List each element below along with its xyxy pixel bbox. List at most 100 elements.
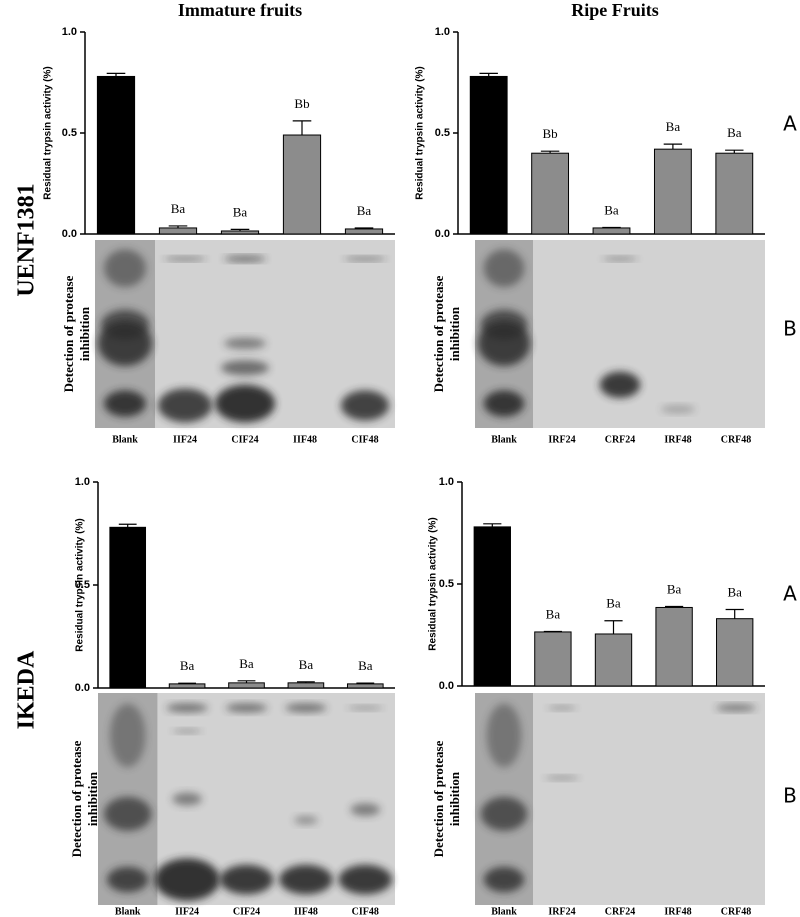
lane-label: Blank [491,906,517,917]
y-tick-label: 1.0 [62,26,77,38]
lane-label: CRF48 [721,434,752,445]
lane-label: IIF24 [173,434,197,445]
lane-label: CRF24 [605,434,636,445]
panel-letter: B [783,784,797,808]
gel-band [98,320,152,366]
bar-annotation: Bb [294,96,309,111]
bar-annotation: Ba [239,656,254,671]
panel-letter: B [783,317,797,341]
gel-band [599,371,641,398]
bar [282,134,322,235]
y-tick-label: 0.5 [62,127,77,139]
y-tick-label: 0.5 [75,579,90,591]
gel-band [154,858,220,901]
y-tick-label: 1.0 [435,26,450,38]
error-bar [540,150,560,154]
bar [287,682,325,689]
y-tick-label: 0.0 [62,228,77,240]
error-bar [665,605,684,608]
gel-band [294,815,318,825]
gel-label: Detection of protease [69,740,84,857]
y-tick-label: 1.0 [75,476,90,488]
gel-label: Detection of protease [431,740,446,857]
lane-label: IRF48 [664,906,691,917]
gel-label: inhibition [77,306,92,361]
error-bar [725,149,744,154]
y-tick-label: 0.0 [435,228,450,240]
y-axis-label: Residual trypsin activity (%) [428,517,439,650]
gel-band [166,703,208,713]
bar [346,683,384,689]
gel-band [602,256,638,261]
bar-annotation: Ba [727,584,742,599]
bar [655,606,693,687]
gel-band [224,337,266,350]
gel-label: Detection of protease [61,275,76,392]
bar [594,633,633,687]
gel-label: Detection of protease [431,275,446,392]
gel-band [483,390,525,417]
bar-annotation: Ba [727,125,742,140]
gel-band [104,249,146,287]
bar [96,75,136,235]
y-axis-label: Residual trypsin activity (%) [415,66,426,199]
lane-label: CRF48 [721,906,752,917]
gel-band [341,390,389,421]
error-bar [237,680,256,683]
gel-label: inhibition [85,771,100,826]
bar [715,152,754,235]
panel-letter: A [783,582,797,606]
bar [469,75,508,235]
bar [473,526,511,687]
bar-annotation: Ba [604,203,619,218]
error-bar [178,682,197,684]
error-bar [663,143,683,150]
gel-band [172,792,202,806]
lane-label: IIF48 [294,906,318,917]
lane-label: IIF24 [175,906,199,917]
lane-label: Blank [115,906,141,917]
y-tick-label: 1.0 [439,476,454,488]
lane-label: CIF24 [233,906,260,917]
bar-annotation: Ba [233,204,248,219]
error-bar [230,228,250,231]
lane-label: CIF48 [351,434,378,445]
error-bar [483,523,502,527]
gel-band [547,705,577,710]
error-bar [356,682,375,684]
gel-band [338,864,393,895]
y-tick-label: 0.5 [439,578,454,590]
bar [220,230,260,235]
column-title: Immature fruits [178,0,302,20]
gel-band [480,796,528,831]
bar-annotation: Ba [666,119,681,134]
gel-band [285,703,327,713]
row-title: IKEDA [14,650,40,729]
column-title: Ripe Fruits [571,0,659,20]
gel-band [483,249,525,287]
bar [534,631,572,687]
lane-label: IRF24 [548,906,575,917]
gel-band [158,388,212,423]
gel-band [109,703,146,768]
gel-band [221,360,269,376]
bar [653,148,692,235]
y-tick-label: 0.5 [435,127,450,139]
gel-band [225,703,268,713]
gel-band [172,729,202,734]
gel-label: inhibition [447,306,462,361]
gel-band [344,256,386,261]
lane-label: CIF48 [352,906,379,917]
bar [716,618,754,687]
y-axis-label: Residual trypsin activity (%) [43,66,54,199]
bar-annotation: Ba [667,581,682,596]
bar-annotation: Ba [606,596,621,611]
error-bar [118,523,137,528]
gel-band [544,775,580,780]
gel-band [224,255,266,262]
y-tick-label: 0.0 [75,682,90,694]
gel-band [164,256,206,261]
error-bar [106,72,126,77]
gel-band [279,864,333,895]
gel-band [106,866,149,893]
